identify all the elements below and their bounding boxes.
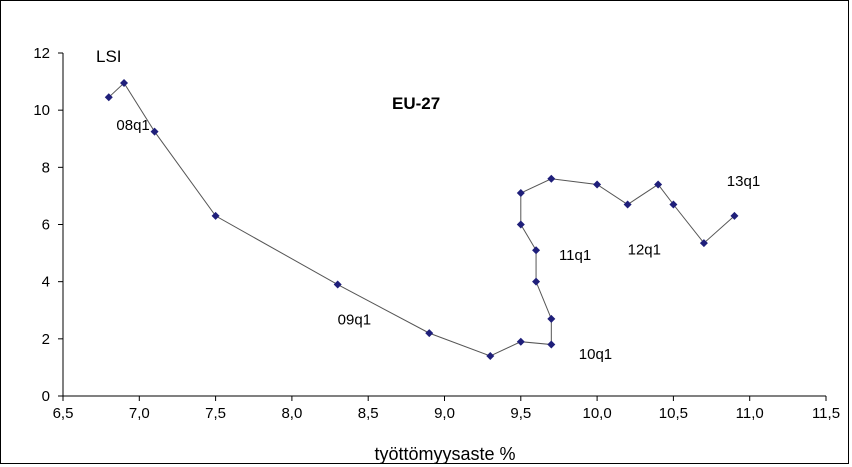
point-annotation: 09q1	[338, 312, 371, 329]
data-point	[730, 211, 739, 220]
y-tick-label: 12	[33, 45, 50, 62]
data-point	[623, 200, 632, 209]
data-point	[333, 280, 342, 289]
y-axis-label: LSI	[96, 47, 122, 66]
data-point	[547, 314, 556, 323]
data-point	[654, 180, 663, 189]
y-tick-label: 6	[42, 217, 50, 234]
data-point	[516, 337, 525, 346]
chart-title: EU-27	[392, 94, 440, 113]
data-point	[211, 211, 220, 220]
x-axis-label: työttömyysaste %	[374, 444, 515, 464]
series-line	[108, 82, 735, 357]
data-point	[120, 79, 129, 88]
y-tick-label: 10	[33, 102, 50, 119]
data-point	[699, 239, 708, 248]
data-point	[516, 220, 525, 229]
x-tick-label: 10,0	[582, 405, 611, 422]
data-point	[547, 174, 556, 183]
data-point	[150, 127, 159, 136]
data-point	[104, 93, 113, 102]
x-tick-label: 10,5	[659, 405, 688, 422]
x-tick-label: 8,0	[281, 405, 302, 422]
point-annotation: 10q1	[579, 346, 612, 363]
data-point	[486, 351, 495, 360]
point-annotation: 12q1	[628, 242, 661, 259]
point-annotation: 08q1	[116, 117, 149, 134]
data-point	[593, 180, 602, 189]
x-tick-label: 11,0	[736, 405, 764, 422]
x-tick-label: 9,0	[434, 405, 455, 422]
data-point	[669, 200, 678, 209]
y-tick-label: 2	[42, 331, 50, 348]
x-tick-label: 7,5	[205, 405, 226, 422]
y-tick-label: 8	[42, 159, 50, 176]
x-tick-label: 6,5	[53, 405, 74, 422]
x-tick-label: 8,5	[358, 405, 379, 422]
data-point	[547, 340, 556, 349]
y-tick-label: 4	[42, 274, 50, 291]
point-annotation: 13q1	[727, 173, 760, 190]
x-tick-label: 9,5	[510, 405, 531, 422]
x-tick-label: 11,5	[812, 405, 840, 422]
data-point	[532, 277, 541, 286]
point-annotation: 11q1	[559, 247, 591, 264]
data-point	[516, 189, 525, 198]
data-point	[425, 329, 434, 338]
y-tick-label: 0	[42, 388, 50, 405]
data-point	[532, 246, 541, 255]
x-tick-label: 7,0	[129, 405, 150, 422]
